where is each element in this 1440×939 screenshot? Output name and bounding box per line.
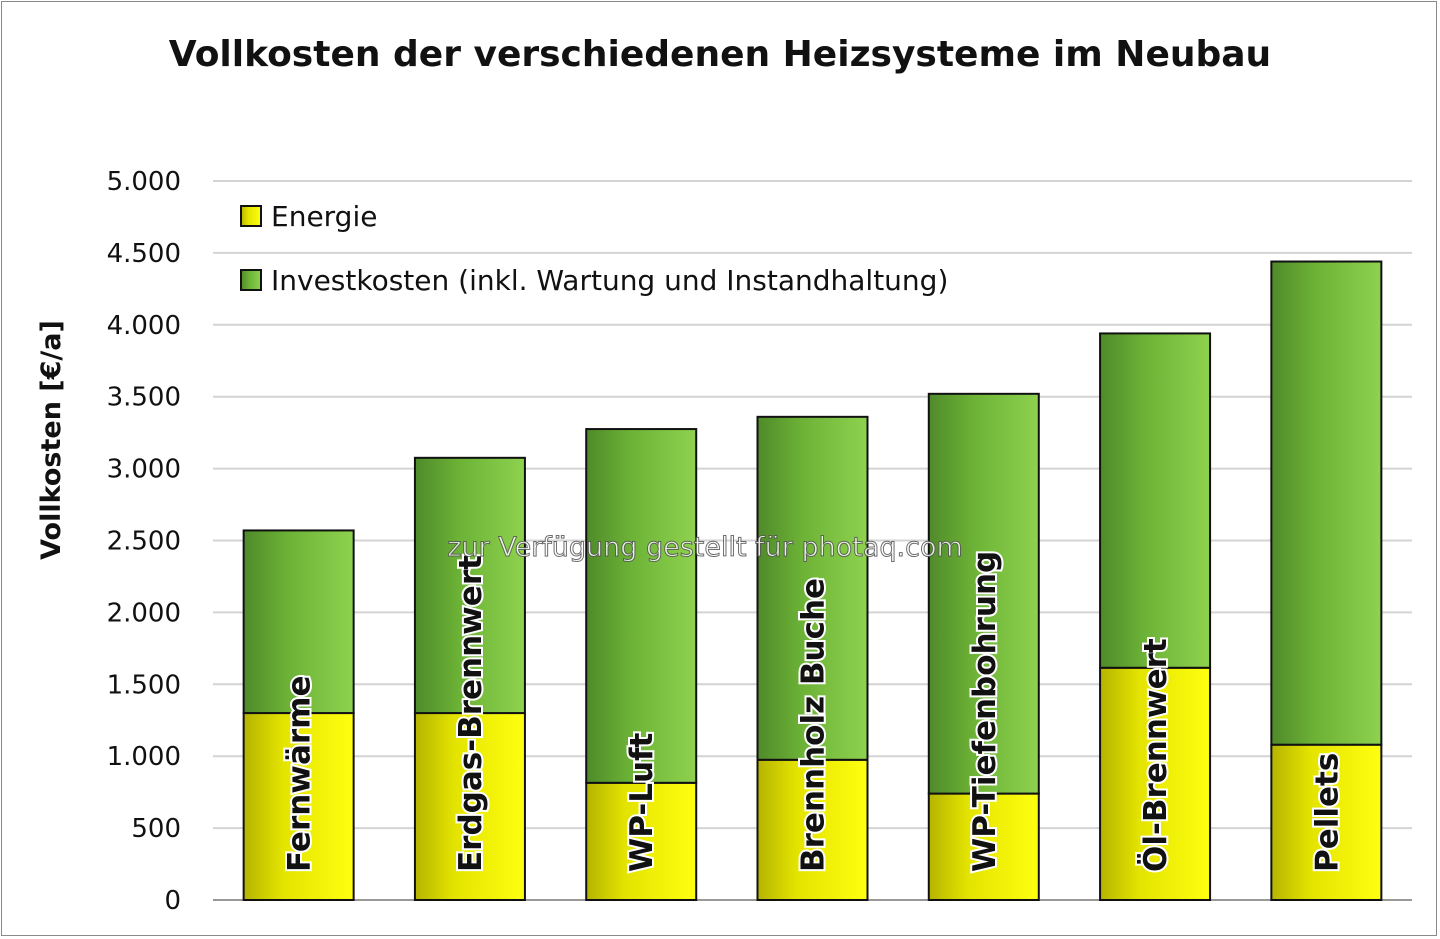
y-tick-label: 5.000 — [107, 167, 181, 197]
chart-title: Vollkosten der verschiedenen Heizsysteme… — [169, 34, 1271, 75]
bar-energie — [927, 792, 1040, 902]
bar-investkosten — [585, 428, 698, 784]
y-tick-label: 1.000 — [107, 742, 181, 772]
bar-investkosten — [927, 392, 1040, 795]
bar-investkosten — [1270, 260, 1383, 746]
legend-label-investkosten: Investkosten (inkl. Wartung und Instandh… — [271, 264, 948, 297]
bar-investkosten — [242, 529, 355, 715]
y-tick-label: 3.000 — [107, 455, 181, 485]
y-tick-label: 500 — [131, 814, 181, 844]
category-label: WP-Tiefenbohrung — [967, 551, 1003, 872]
category-label: Erdgas-Brennwert — [453, 555, 489, 872]
legend-swatch-energie — [240, 205, 262, 227]
y-tick-label: 4.000 — [107, 311, 181, 341]
y-tick-label: 2.000 — [107, 598, 181, 628]
y-tick-label: 3.500 — [107, 383, 181, 413]
bar-energie — [242, 712, 355, 901]
category-label: Öl-Brennwert — [1137, 638, 1174, 872]
category-label: WP-Luft — [624, 732, 660, 872]
bar-investkosten — [756, 415, 869, 761]
legend-swatch-investkosten — [240, 269, 262, 291]
bar-investkosten — [1099, 332, 1212, 669]
y-tick-label: 1.500 — [107, 670, 181, 700]
legend: Energie Investkosten (inkl. Wartung und … — [240, 200, 948, 297]
bar-investkosten — [413, 456, 526, 715]
bar-energie — [1270, 743, 1383, 901]
y-tick-label: 0 — [164, 886, 181, 916]
y-tick-label: 4.500 — [107, 239, 181, 269]
y-axis-label: Vollkosten [€/a] — [36, 320, 67, 560]
category-label: Pellets — [1309, 753, 1345, 872]
legend-label-energie: Energie — [271, 200, 377, 233]
bar-energie — [1099, 666, 1212, 901]
watermark: zur Verfügung gestellt für photaq.com — [447, 532, 963, 563]
y-tick-label: 2.500 — [107, 527, 181, 557]
category-label: Brennholz Buche — [796, 578, 832, 872]
category-label: Fernwärme — [282, 676, 318, 872]
bar-energie — [413, 712, 526, 901]
